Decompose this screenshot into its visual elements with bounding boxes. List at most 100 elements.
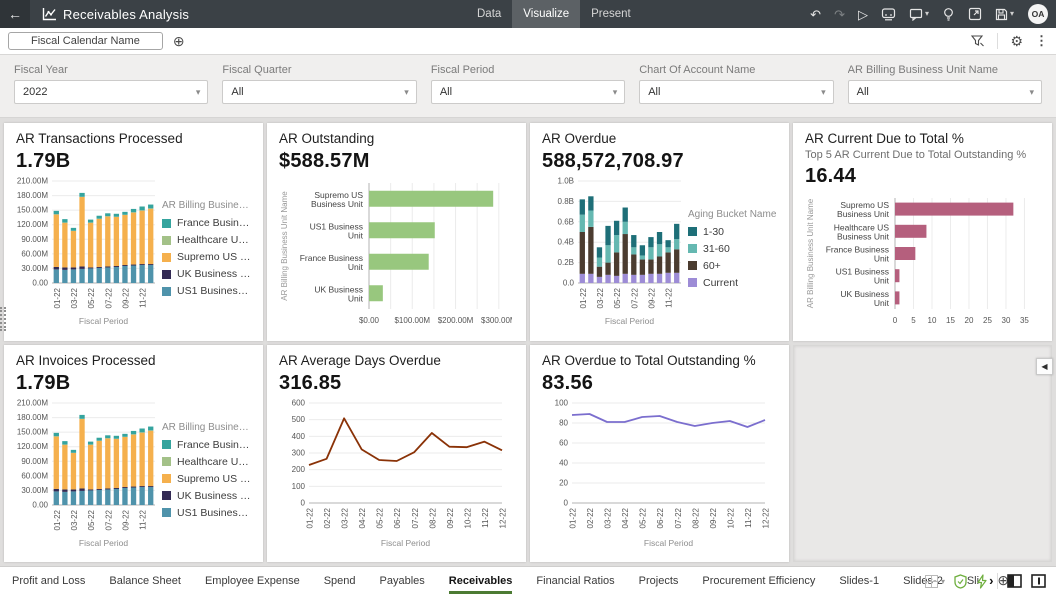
comment-icon[interactable]: ▾ bbox=[909, 7, 929, 21]
legend-swatch bbox=[162, 474, 171, 483]
undo-icon[interactable]: ↶ bbox=[810, 8, 821, 21]
legend-item: 60+ bbox=[688, 260, 777, 272]
filter-select[interactable]: All▾ bbox=[848, 80, 1042, 104]
filter-select[interactable]: All▾ bbox=[639, 80, 833, 104]
svg-text:Unit: Unit bbox=[874, 254, 890, 264]
chevron-down-icon: ▾ bbox=[196, 87, 201, 98]
card-ar-current-due-to-total[interactable]: AR Current Due to Total %Top 5 AR Curren… bbox=[793, 123, 1052, 341]
chart-ar-transactions-processed[interactable]: 0.0030.00M60.00M90.00M120.00M150.00M180.… bbox=[16, 175, 251, 327]
collapse-arrow-icon: ◀ bbox=[1041, 362, 1047, 371]
back-button[interactable]: ← bbox=[0, 0, 30, 28]
canvas-tab-receivables[interactable]: Receivables bbox=[449, 567, 513, 594]
svg-text:90.00M: 90.00M bbox=[21, 456, 48, 465]
chart-ar-current-due-to-total[interactable]: Supremo USBusiness UnitHealthcare USBusi… bbox=[805, 190, 1040, 327]
canvas-tab-spend[interactable]: Spend bbox=[324, 567, 356, 594]
legend-swatch bbox=[162, 236, 171, 245]
filter-label: Chart Of Account Name bbox=[639, 64, 833, 76]
svg-text:Fiscal Period: Fiscal Period bbox=[79, 316, 128, 326]
settings-gear-icon[interactable]: ⚙ bbox=[1010, 33, 1023, 50]
legend-swatch bbox=[162, 287, 171, 296]
filter-label: Fiscal Year bbox=[14, 64, 208, 76]
chart-ar-overdue[interactable]: 0.00.2B0.4B0.6B0.8B1.0B01-2203-2205-2207… bbox=[542, 175, 777, 327]
spark-lightning-icon[interactable] bbox=[976, 574, 988, 589]
chevron-down-icon: ▾ bbox=[613, 87, 618, 98]
legend-swatch bbox=[162, 457, 171, 466]
legend-label: France Business Unit bbox=[177, 439, 251, 451]
filter-funnel-icon[interactable] bbox=[970, 34, 985, 48]
svg-text:05-22: 05-22 bbox=[613, 287, 622, 308]
svg-text:01-22: 01-22 bbox=[306, 507, 315, 528]
mode-tab-data[interactable]: Data bbox=[466, 0, 512, 28]
card-kpi-value: 16.44 bbox=[805, 165, 1040, 188]
insight-bulb-icon[interactable] bbox=[942, 7, 955, 21]
svg-text:07-22: 07-22 bbox=[674, 507, 683, 528]
kebab-menu-icon[interactable]: ⋮ bbox=[1035, 33, 1048, 49]
canvas-tab-bar: Profit and Loss Balance Sheet Employee Exp… bbox=[0, 566, 1056, 594]
panel-left-toggle-icon[interactable] bbox=[1007, 574, 1022, 588]
svg-text:60: 60 bbox=[559, 438, 568, 447]
filter-select[interactable]: All▾ bbox=[222, 80, 416, 104]
svg-text:06-22: 06-22 bbox=[656, 507, 665, 528]
svg-text:20: 20 bbox=[559, 478, 568, 487]
canvas-tab-balance-sheet[interactable]: Balance Sheet bbox=[109, 567, 181, 594]
svg-text:25: 25 bbox=[983, 316, 992, 325]
topbar-icon-cluster: ↶↷▷▾▾ bbox=[810, 0, 1014, 28]
card-ar-overdue[interactable]: AR Overdue588,572,708.970.00.2B0.4B0.6B0… bbox=[530, 123, 789, 341]
save-icon[interactable]: ▾ bbox=[995, 8, 1014, 21]
legend-title: Aging Bucket Name bbox=[688, 209, 777, 220]
canvas-drag-grip[interactable] bbox=[0, 307, 6, 331]
mode-tab-visualize[interactable]: Visualize bbox=[512, 0, 580, 28]
filter-group-3: Chart Of Account Name All▾ bbox=[639, 64, 833, 117]
svg-text:180.00M: 180.00M bbox=[17, 191, 48, 200]
svg-text:09-22: 09-22 bbox=[121, 287, 130, 308]
fiscal-calendar-chip[interactable]: Fiscal Calendar Name bbox=[8, 32, 163, 50]
card-kpi-value: $588.57M bbox=[279, 150, 514, 173]
card-ar-overdue-to-total-outstanding[interactable]: AR Overdue to Total Outstanding %83.5602… bbox=[530, 345, 789, 563]
quality-shield-icon[interactable] bbox=[954, 574, 967, 589]
back-arrow-icon: ← bbox=[8, 6, 22, 22]
svg-text:Fiscal Period: Fiscal Period bbox=[644, 538, 693, 548]
play-icon[interactable]: ▷ bbox=[858, 8, 868, 21]
collapse-panel-button[interactable]: ◀ bbox=[1036, 358, 1053, 375]
add-filter-icon[interactable]: ⊕ bbox=[173, 33, 185, 50]
card-ar-average-days-overdue[interactable]: AR Average Days Overdue316.8501002003004… bbox=[267, 345, 526, 563]
card-ar-outstanding[interactable]: AR Outstanding$588.57MSupremo USBusiness… bbox=[267, 123, 526, 341]
canvas-tab-profit-and-loss[interactable]: Profit and Loss bbox=[12, 567, 85, 594]
open-window-icon[interactable] bbox=[968, 7, 982, 21]
svg-text:01-22: 01-22 bbox=[53, 509, 62, 530]
card-title: AR Transactions Processed bbox=[16, 131, 251, 146]
chart-ar-outstanding[interactable]: Supremo USBusiness UnitUS1 BusinessUnitF… bbox=[279, 175, 514, 327]
legend-swatch bbox=[162, 508, 171, 517]
canvas-tab-procurement-efficiency[interactable]: Procurement Efficiency bbox=[702, 567, 815, 594]
svg-text:0.00: 0.00 bbox=[32, 279, 48, 288]
divider bbox=[997, 33, 998, 49]
chevron-down-icon: ▾ bbox=[941, 577, 945, 586]
chart-ar-average-days-overdue[interactable]: 010020030040050060001-2202-2203-2204-220… bbox=[279, 397, 514, 549]
legend-label: Healthcare US Business Unit bbox=[177, 234, 251, 246]
svg-text:09-22: 09-22 bbox=[647, 287, 656, 308]
avatar[interactable]: OA bbox=[1028, 4, 1048, 24]
canvas-tab-projects[interactable]: Projects bbox=[639, 567, 679, 594]
svg-text:0.4B: 0.4B bbox=[558, 238, 574, 247]
svg-text:500: 500 bbox=[292, 415, 306, 424]
filter-label: Fiscal Quarter bbox=[222, 64, 416, 76]
canvas-tab-payables[interactable]: Payables bbox=[380, 567, 425, 594]
panel-right-toggle-icon[interactable] bbox=[1031, 574, 1046, 588]
mode-tab-present[interactable]: Present bbox=[580, 0, 642, 28]
card-ar-transactions-processed[interactable]: AR Transactions Processed1.79B0.0030.00M… bbox=[4, 123, 263, 341]
svg-text:150.00M: 150.00M bbox=[17, 427, 48, 436]
canvas-grid-icon[interactable]: ▾ bbox=[924, 574, 945, 589]
svg-text:07-22: 07-22 bbox=[104, 287, 113, 308]
canvas-tab-employee-expense[interactable]: Employee Expense bbox=[205, 567, 300, 594]
chart-legend: AR Billing Business Unit NameFrance Busi… bbox=[158, 422, 251, 524]
presenter-icon[interactable] bbox=[881, 7, 896, 21]
svg-text:15: 15 bbox=[946, 316, 955, 325]
filter-select[interactable]: 2022▾ bbox=[14, 80, 208, 104]
card-ar-invoices-processed[interactable]: AR Invoices Processed1.79B0.0030.00M60.0… bbox=[4, 345, 263, 563]
chart-ar-overdue-to-total-outstanding[interactable]: 02040608010001-2202-2203-2204-2205-2206-… bbox=[542, 397, 777, 549]
svg-text:35: 35 bbox=[1020, 316, 1029, 325]
chart-ar-invoices-processed[interactable]: 0.0030.00M60.00M90.00M120.00M150.00M180.… bbox=[16, 397, 251, 549]
canvas-tab-slides-1[interactable]: Slides-1 bbox=[839, 567, 879, 594]
canvas-tab-financial-ratios[interactable]: Financial Ratios bbox=[536, 567, 614, 594]
filter-select[interactable]: All▾ bbox=[431, 80, 625, 104]
